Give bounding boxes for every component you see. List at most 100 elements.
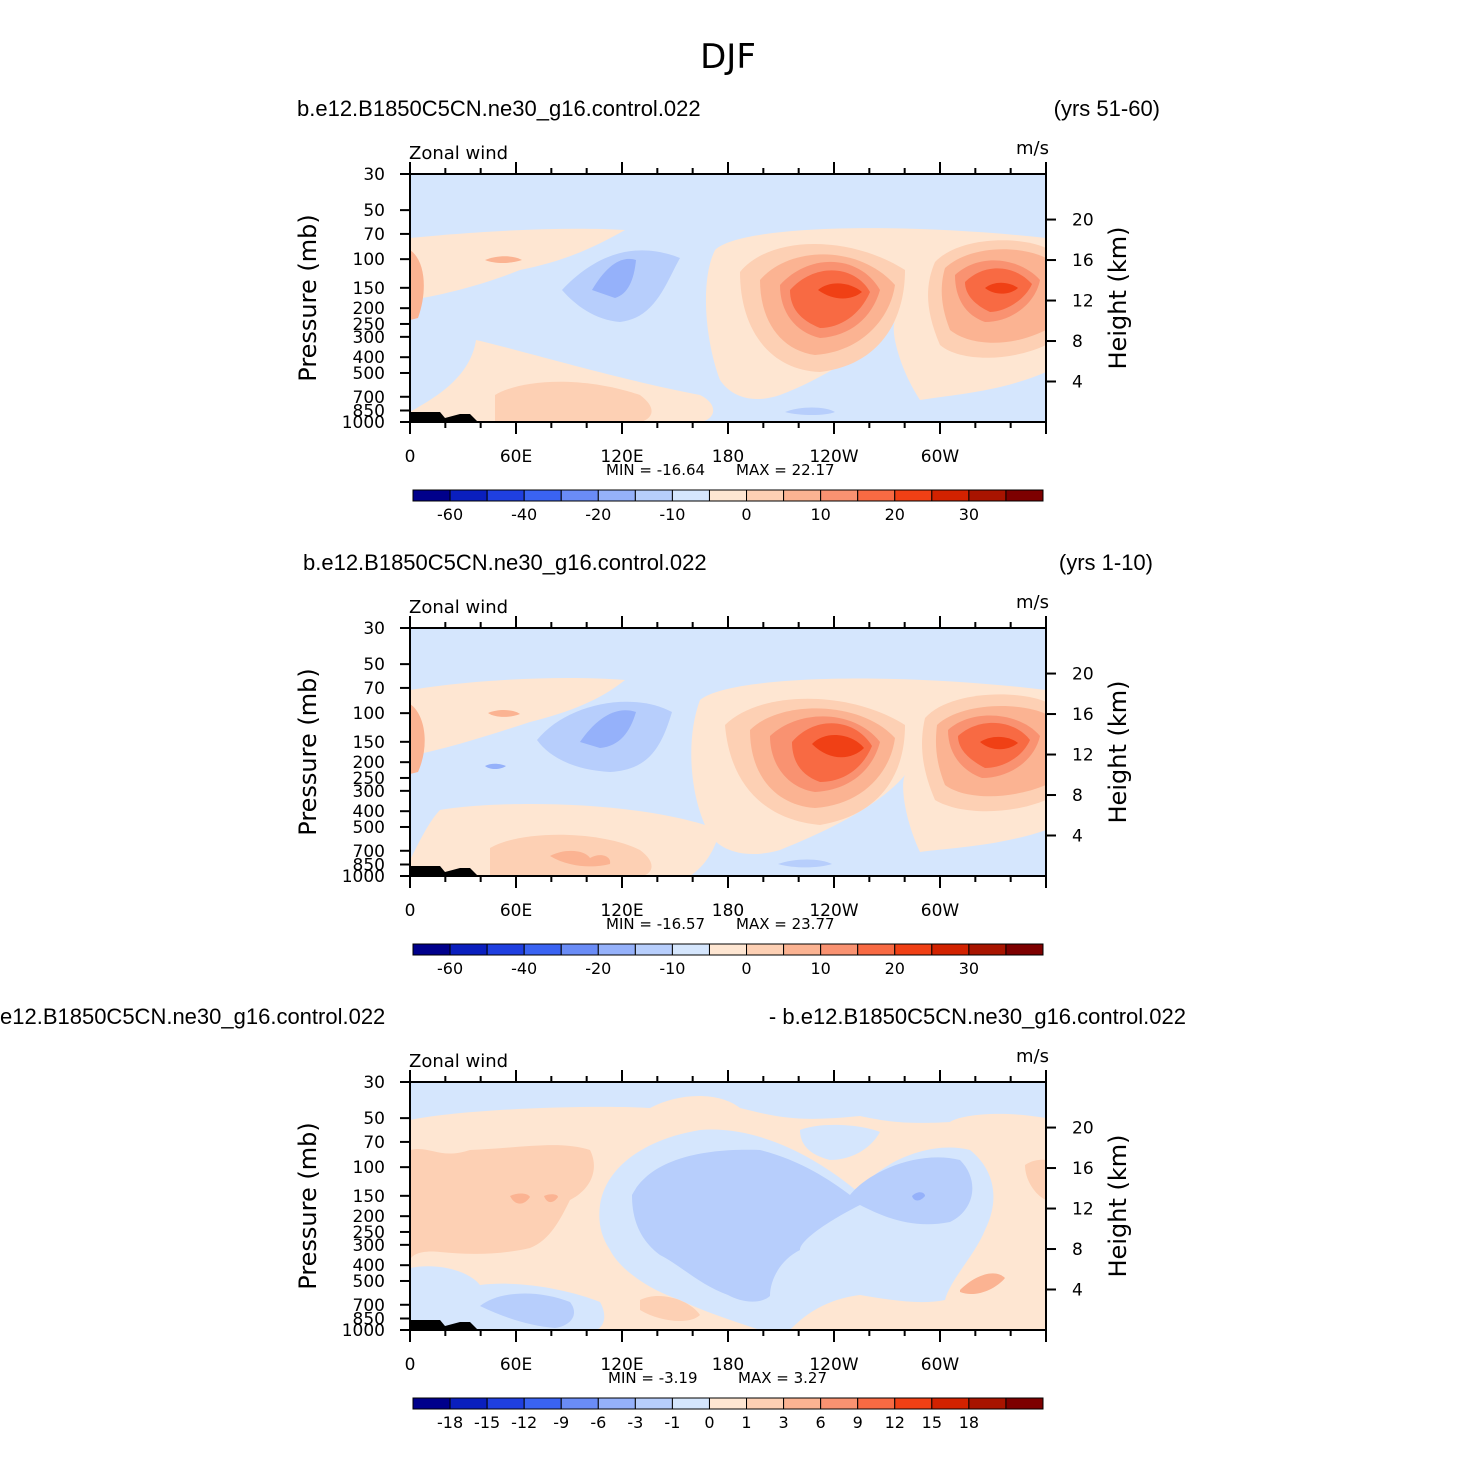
panel-1-contour-small-warm	[485, 256, 522, 263]
colorbar-label: -60	[437, 505, 463, 524]
pressure-tick-label: 30	[363, 619, 385, 639]
panel-3-contour-lower-warm	[640, 1295, 700, 1322]
colorbar-label: 30	[959, 959, 979, 978]
panel-1-field	[410, 174, 1046, 422]
pressure-tick-label: 200	[353, 1207, 385, 1227]
pressure-tick-label: 300	[353, 1236, 385, 1256]
panel-3-variable-label: Zonal wind	[409, 1051, 508, 1072]
pressure-tick-label: 700	[353, 388, 385, 408]
panel-1-max-label: MAX = 22.17	[736, 461, 835, 479]
height-tick-label: 12	[1072, 1200, 1094, 1220]
colorbar-label: -3	[627, 1413, 643, 1432]
colorbar-box	[1005, 943, 1044, 956]
colorbar-box	[560, 489, 599, 502]
colorbar-box	[820, 1397, 859, 1410]
colorbar-box	[671, 943, 710, 956]
panel-2-contour-lower-warm-3	[550, 850, 611, 867]
colorbar-label: 0	[741, 505, 751, 524]
colorbar-box	[449, 1397, 488, 1410]
pressure-tick-label: 50	[363, 1109, 385, 1129]
panel-2-topography	[410, 866, 478, 876]
panel-3-contour-cold-pocket	[800, 1124, 880, 1160]
panel-3-topography	[410, 1320, 478, 1330]
colorbar-label: 6	[816, 1413, 826, 1432]
colorbar-box	[486, 1397, 525, 1410]
panel-2-contour-jet-west-max	[812, 734, 864, 758]
pressure-tick-label: 150	[353, 733, 385, 753]
pressure-tick-label: 400	[353, 348, 385, 368]
colorbar-box	[783, 1397, 822, 1410]
panel-1-y2-axis-label: Height (km)	[1104, 227, 1132, 370]
colorbar-label: -40	[511, 505, 537, 524]
pressure-tick-label: 850	[353, 402, 385, 422]
height-tick-label: 8	[1072, 332, 1083, 352]
colorbar-label: -10	[659, 505, 685, 524]
panel-2-contour-surface-easterly	[778, 859, 832, 868]
longitude-tick-label: 60W	[921, 1355, 960, 1375]
colorbar-box	[1005, 1397, 1044, 1410]
height-tick-label: 12	[1072, 746, 1094, 766]
colorbar-box	[931, 1397, 970, 1410]
pressure-tick-label: 700	[353, 1296, 385, 1316]
colorbar-label: -18	[437, 1413, 463, 1432]
panel-3-y-axis-label: Pressure (mb)	[294, 1122, 322, 1289]
panel-2-contour-jet-easterly-core	[580, 710, 636, 748]
colorbar-box	[820, 489, 859, 502]
panel-1-contour-lower-warm-2	[495, 381, 652, 422]
colorbar-box	[412, 1397, 451, 1410]
colorbar-box	[894, 1397, 933, 1410]
colorbar-box	[783, 489, 822, 502]
panel-1-colorbar: -60 -40 -20 -10 0 10 20 30	[412, 489, 1044, 524]
colorbar-box	[486, 943, 525, 956]
pressure-tick-label: 400	[353, 802, 385, 822]
longitude-tick-label: 120W	[809, 1355, 858, 1375]
colorbar-box	[1005, 489, 1044, 502]
colorbar-box	[746, 489, 785, 502]
pressure-tick-label: 300	[353, 328, 385, 348]
colorbar-label: 10	[810, 959, 830, 978]
panel-3-contour-cold-spot	[912, 1192, 925, 1201]
colorbar-box	[931, 489, 970, 502]
pressure-tick-label: 700	[353, 842, 385, 862]
height-tick-label: 16	[1072, 1159, 1094, 1179]
panel-1-contour-jet-east-max	[985, 282, 1018, 294]
pressure-tick-label: 200	[353, 753, 385, 773]
colorbar-label: 9	[853, 1413, 863, 1432]
longitude-tick-label: 60E	[500, 1355, 532, 1375]
panel-2-field	[410, 628, 1046, 876]
panel-3-contour-lower-cold-2	[480, 1293, 575, 1328]
longitude-tick-label: 120E	[600, 1355, 643, 1375]
pressure-tick-label: 70	[363, 1133, 385, 1153]
pressure-tick-label: 200	[353, 299, 385, 319]
height-tick-label: 8	[1072, 1240, 1083, 1260]
colorbar-box	[968, 1397, 1007, 1410]
height-tick-label: 20	[1072, 211, 1094, 231]
colorbar-box	[746, 943, 785, 956]
panel-3-min-label: MIN = -3.19	[608, 1369, 698, 1387]
pressure-tick-label: 400	[353, 1256, 385, 1276]
pressure-tick-label: 500	[353, 364, 385, 384]
panel-3-contour-cold-core	[632, 1149, 973, 1302]
panel-1-case-label: b.e12.B1850C5CN.ne30_g16.control.022	[297, 96, 701, 121]
pressure-tick-label: 250	[353, 315, 385, 335]
colorbar-label: -6	[590, 1413, 606, 1432]
panel-3-case-label: e12.B1850C5CN.ne30_g16.control.022	[0, 1004, 385, 1029]
panel-1-topography	[410, 412, 478, 422]
colorbar-box	[783, 943, 822, 956]
colorbar-box	[708, 943, 748, 956]
colorbar-label: 18	[959, 1413, 979, 1432]
colorbar-box	[671, 1397, 710, 1410]
colorbar-box	[968, 943, 1007, 956]
panel-2-contour-upper-warm	[410, 678, 625, 756]
panel-3-difference-label: - b.e12.B1850C5CN.ne30_g16.control.022	[769, 1004, 1186, 1029]
height-tick-label: 4	[1072, 827, 1083, 847]
colorbar-box	[708, 1397, 748, 1410]
colorbar-label: -10	[659, 959, 685, 978]
panel-3-colorbar: -18 -15 -12 -9 -6 -3 -1 0 1 3 6 9 12 15 18	[412, 1397, 1044, 1432]
longitude-tick-label: 0	[405, 1355, 416, 1375]
colorbar-label: 12	[885, 1413, 905, 1432]
colorbar-label: -1	[664, 1413, 680, 1432]
longitude-tick-label: 60W	[921, 901, 960, 921]
panel-2-max-label: MAX = 23.77	[736, 915, 835, 933]
